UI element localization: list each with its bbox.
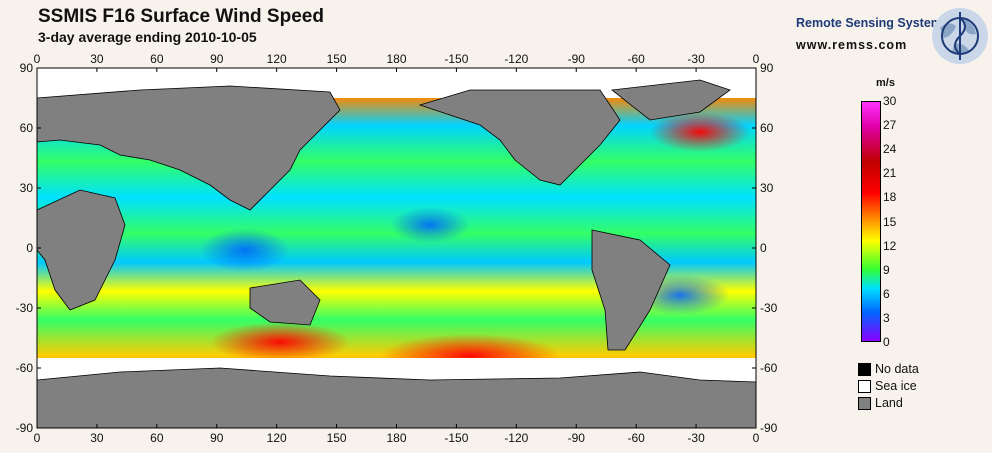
indian-ocean-calm	[200, 228, 290, 272]
colorbar-tick-label: 3	[883, 310, 890, 325]
colorbar-tick-label: 9	[883, 262, 890, 277]
legend-key-seaice: Sea ice	[858, 379, 917, 393]
lon-top-label: -30	[687, 52, 705, 66]
lon-bottom-label: 60	[150, 431, 164, 445]
africa-land	[36, 189, 126, 311]
lat-left-label: 90	[20, 61, 34, 75]
colorbar-tick-label: 15	[883, 214, 897, 229]
colorbar-tick-label: 6	[883, 286, 890, 301]
colorbar-tick-label: 18	[883, 190, 897, 205]
lat-left-label: -90	[16, 421, 34, 435]
lon-top-label: 90	[210, 52, 224, 66]
org-name: Remote Sensing Systems	[796, 16, 949, 30]
wind-map: 0 30 60 90 120 150 180 -150 -120 -90 -60 -30 0 0 30 60…	[0, 50, 780, 448]
lon-top-label: 30	[90, 52, 104, 66]
colorbar-tick-label: 12	[883, 238, 897, 253]
latitude-right-labels: 90 60 30 0 -30 -60 -90	[752, 61, 778, 435]
map-subtitle: 3-day average ending 2010-10-05	[38, 29, 257, 45]
southern-ocean-high-wind	[210, 322, 350, 362]
lon-bottom-label: 150	[327, 431, 347, 445]
lon-bottom-label: -30	[687, 431, 705, 445]
seaice-label: Sea ice	[875, 379, 917, 393]
lon-bottom-label: -150	[444, 431, 468, 445]
nodata-label: No data	[875, 362, 919, 376]
land-label: Land	[875, 396, 903, 410]
lon-bottom-label: -90	[568, 431, 586, 445]
australia-land	[249, 279, 321, 326]
land-swatch	[858, 396, 871, 410]
lon-top-label: -90	[568, 52, 586, 66]
legend-key-nodata: No data	[858, 362, 919, 376]
lat-left-label: 60	[20, 121, 34, 135]
lat-right-label: -90	[760, 421, 778, 435]
lat-right-label: -30	[760, 301, 778, 315]
lon-bottom-label: 0	[34, 431, 41, 445]
org-url: www.remss.com	[796, 38, 908, 52]
colorbar-tick-label: 30	[883, 94, 897, 108]
lon-top-label: 0	[34, 52, 41, 66]
nodata-swatch	[858, 362, 871, 376]
lon-top-label: 0	[753, 52, 760, 66]
lon-bottom-label: -120	[504, 431, 528, 445]
lon-top-label: -150	[444, 52, 468, 66]
lat-left-label: 0	[26, 241, 33, 255]
latitude-left-labels: 90 60 30 0 -30 -60 -90	[16, 61, 41, 435]
colorbar-tick-label: 0	[883, 335, 890, 349]
colorbar-tick-label: 24	[883, 142, 897, 157]
colorbar-tick-label: 21	[883, 166, 897, 181]
eurasia-land	[36, 85, 341, 211]
legend-unit: m/s	[876, 77, 895, 89]
greenland-land	[610, 79, 731, 121]
lat-right-label: 0	[760, 241, 767, 255]
lon-bottom-label: 120	[267, 431, 287, 445]
lon-top-label: 120	[267, 52, 287, 66]
seaice-swatch	[858, 379, 871, 393]
colorbar-tick-label: 27	[883, 118, 897, 133]
lat-left-label: 30	[20, 181, 34, 195]
globe-logo-icon	[932, 8, 988, 64]
north-america-land	[418, 89, 621, 186]
lat-left-label: -30	[16, 301, 34, 315]
south-america-land	[591, 229, 671, 351]
lon-top-label: 60	[150, 52, 164, 66]
lat-left-label: -60	[16, 361, 34, 375]
map-body	[36, 68, 757, 429]
lon-top-label: 180	[386, 52, 406, 66]
lat-right-label: 60	[760, 121, 774, 135]
north-atlantic-high-wind	[650, 112, 750, 152]
lon-bottom-label: 0	[753, 431, 760, 445]
pacific-calm	[390, 207, 470, 243]
lat-right-label: 90	[760, 61, 774, 75]
land-masses	[36, 79, 757, 429]
lon-top-label: -120	[504, 52, 528, 66]
lon-top-label: -60	[627, 52, 645, 66]
lon-bottom-label: -60	[627, 431, 645, 445]
lat-right-label: -60	[760, 361, 778, 375]
lon-bottom-label: 30	[90, 431, 104, 445]
lat-right-label: 30	[760, 181, 774, 195]
lon-bottom-label: 90	[210, 431, 224, 445]
lon-bottom-label: 180	[386, 431, 406, 445]
wind-map-canvas: 0 30 60 90 120 150 180 -150 -120 -90 -60 -30 0 0 30 60…	[16, 52, 778, 445]
legend-key-land: Land	[858, 396, 903, 410]
colorbar	[861, 101, 881, 342]
longitude-bottom-labels: 0 30 60 90 120 150 180 -150 -120 -90 -60 -30 0	[34, 424, 760, 445]
lon-top-label: 150	[327, 52, 347, 66]
map-title: SSMIS F16 Surface Wind Speed	[38, 6, 324, 27]
longitude-top-labels: 0 30 60 90 120 150 180 -150 -120 -90 -60 -30 0	[34, 52, 760, 72]
